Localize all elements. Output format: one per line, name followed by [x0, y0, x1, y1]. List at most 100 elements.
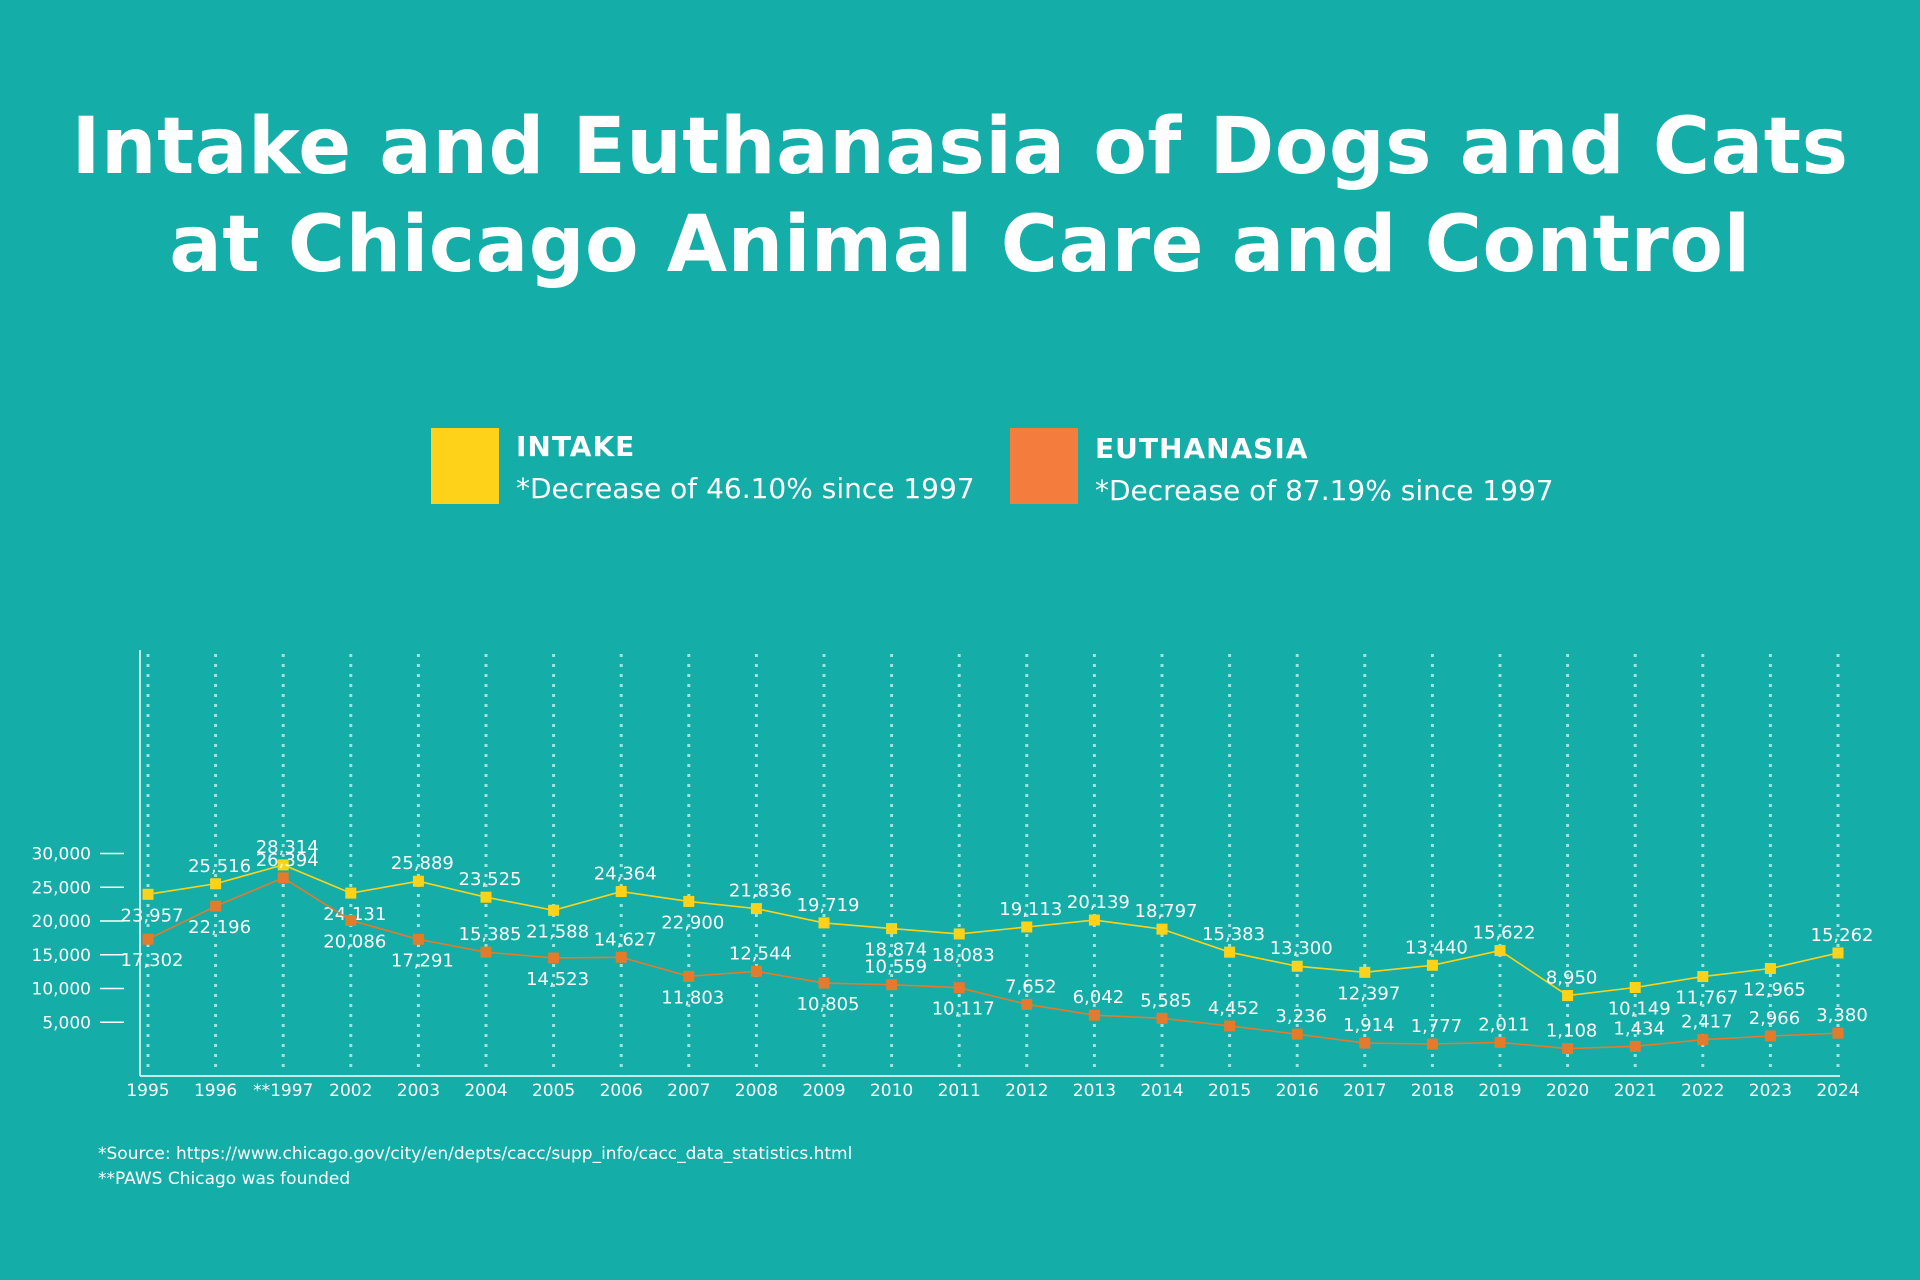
data-point-intake [1088, 914, 1100, 926]
data-label-intake: 24,364 [594, 864, 657, 885]
x-tick-label: 2024 [1816, 1081, 1859, 1101]
data-point-euthanasia [953, 982, 965, 994]
series-line-euthanasia [147, 876, 1839, 1050]
data-label-euthanasia: 11,803 [661, 987, 724, 1008]
data-label-intake: 25,889 [391, 853, 454, 874]
y-tick-label: 10,000 [32, 980, 91, 1000]
x-tick-label: 2014 [1140, 1081, 1183, 1101]
data-label-euthanasia: 20,086 [323, 931, 386, 952]
data-point-euthanasia [1359, 1037, 1371, 1049]
data-label-euthanasia: 12,544 [729, 943, 792, 964]
data-point-euthanasia [683, 970, 695, 982]
data-point-euthanasia [548, 952, 560, 964]
data-label-intake: 15,622 [1473, 923, 1536, 944]
x-tick-label: 2018 [1411, 1081, 1454, 1101]
data-label-intake: 22,900 [661, 912, 724, 933]
legend-note-intake: *Decrease of 46.10% since 1997 [516, 472, 975, 505]
data-label-euthanasia: 4,452 [1208, 998, 1260, 1019]
data-point-intake [1224, 946, 1236, 958]
x-tick-label: 2010 [870, 1081, 913, 1101]
x-tick-label: 1995 [126, 1081, 169, 1101]
x-tick-label: 2011 [938, 1081, 981, 1101]
data-label-intake: 23,525 [459, 869, 522, 890]
x-tick-label: 2003 [397, 1081, 440, 1101]
x-tick-label: 2022 [1681, 1081, 1724, 1101]
data-label-euthanasia: 15,385 [459, 924, 522, 945]
data-label-intake: 20,139 [1067, 892, 1130, 913]
data-point-euthanasia [1832, 1027, 1844, 1039]
data-point-intake [412, 875, 424, 887]
data-point-intake [1156, 923, 1168, 935]
data-point-intake [1359, 966, 1371, 978]
data-label-euthanasia: 22,196 [188, 917, 251, 938]
legend-label-euthanasia: EUTHANASIA [1095, 432, 1309, 465]
x-tick-label: 2002 [329, 1081, 372, 1101]
data-point-intake [683, 895, 695, 907]
data-label-intake: 18,083 [932, 945, 995, 966]
data-label-euthanasia: 10,117 [932, 999, 995, 1020]
data-label-intake: 10,149 [1608, 998, 1671, 1019]
data-point-intake [480, 891, 492, 903]
data-label-euthanasia: 1,434 [1613, 1018, 1665, 1039]
data-label-euthanasia: 2,011 [1478, 1014, 1530, 1035]
data-point-intake [1426, 959, 1438, 971]
data-label-intake: 13,300 [1270, 938, 1333, 959]
data-label-euthanasia: 3,236 [1275, 1006, 1327, 1027]
data-point-euthanasia [1021, 998, 1033, 1010]
data-point-intake [953, 928, 965, 940]
x-tick-label: 1996 [194, 1081, 237, 1101]
data-label-euthanasia: 2,966 [1749, 1008, 1801, 1029]
data-label-euthanasia: 14,523 [526, 969, 589, 990]
data-point-euthanasia [412, 933, 424, 945]
data-point-euthanasia [1629, 1040, 1641, 1052]
data-label-intake: 18,797 [1135, 901, 1198, 922]
data-label-euthanasia: 14,627 [594, 929, 657, 950]
series-line-intake [147, 864, 1839, 997]
data-point-intake [1697, 971, 1709, 983]
y-tick-label: 20,000 [32, 912, 91, 932]
data-label-intake: 13,440 [1405, 937, 1468, 958]
data-label-euthanasia: 17,291 [391, 950, 454, 971]
data-point-euthanasia [277, 872, 289, 884]
data-label-intake: 12,965 [1743, 979, 1806, 1000]
x-tick-label: 2013 [1073, 1081, 1116, 1101]
data-label-intake: 28,314 [256, 837, 319, 858]
x-tick-label: 2020 [1546, 1081, 1589, 1101]
data-point-intake [345, 887, 357, 899]
data-point-intake [1764, 962, 1776, 974]
data-point-euthanasia [1764, 1030, 1776, 1042]
data-label-euthanasia: 5,585 [1140, 990, 1192, 1011]
y-tick-label: 30,000 [32, 845, 91, 865]
data-label-intake: 8,950 [1546, 968, 1598, 989]
x-tick-label: 2015 [1208, 1081, 1251, 1101]
data-label-intake: 18,874 [864, 940, 927, 961]
data-point-intake [548, 904, 560, 916]
data-label-euthanasia: 1,108 [1546, 1021, 1598, 1042]
data-label-euthanasia: 17,302 [121, 950, 184, 971]
data-point-euthanasia [1562, 1043, 1574, 1055]
data-label-intake: 12,397 [1337, 983, 1400, 1004]
data-point-euthanasia [1156, 1012, 1168, 1024]
legend-note-euthanasia: *Decrease of 87.19% since 1997 [1095, 474, 1554, 507]
data-point-euthanasia [1088, 1009, 1100, 1021]
data-label-intake: 15,383 [1202, 924, 1265, 945]
data-point-euthanasia [1494, 1036, 1506, 1048]
data-point-euthanasia [1697, 1034, 1709, 1046]
data-point-euthanasia [886, 979, 898, 991]
data-point-intake [886, 923, 898, 935]
data-point-euthanasia [142, 933, 154, 945]
source-footnote: *Source: https://www.chicago.gov/city/en… [98, 1144, 853, 1164]
paws-footnote: **PAWS Chicago was founded [98, 1169, 351, 1189]
data-point-euthanasia [1426, 1038, 1438, 1050]
data-label-euthanasia: 3,380 [1816, 1005, 1868, 1026]
data-label-euthanasia: 7,652 [1005, 976, 1057, 997]
data-label-euthanasia: 10,559 [864, 957, 927, 978]
data-point-euthanasia [345, 914, 357, 926]
data-point-intake [1562, 990, 1574, 1002]
data-point-euthanasia [750, 965, 762, 977]
legend-swatch-euthanasia [1010, 428, 1078, 504]
legend-label-intake: INTAKE [516, 430, 636, 463]
data-point-intake [1629, 981, 1641, 993]
data-point-intake [1494, 945, 1506, 957]
title-line-2: at Chicago Animal Care and Control [169, 200, 1751, 290]
